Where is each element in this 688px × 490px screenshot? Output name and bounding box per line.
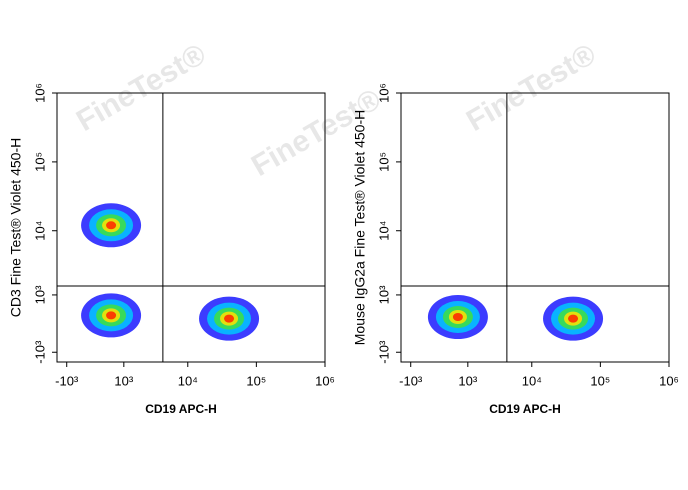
population — [81, 203, 142, 248]
y-axis-label: Mouse IgG2a Fine Test® Violet 450-H — [352, 110, 368, 345]
x-tick-label: -10³ — [399, 373, 423, 388]
x-tick-label: 10⁶ — [315, 373, 335, 388]
x-tick-label: 10⁴ — [522, 373, 542, 388]
y-tick-label: 10³ — [32, 285, 47, 304]
population — [199, 296, 260, 341]
density-level — [224, 314, 235, 323]
y-tick-label: -10³ — [32, 340, 47, 364]
x-tick-label: 10⁵ — [590, 373, 610, 388]
x-tick-label: 10⁵ — [246, 373, 266, 388]
x-tick-label: 10³ — [114, 373, 133, 388]
y-tick-label: 10⁶ — [376, 83, 391, 103]
density-level — [568, 314, 579, 323]
y-tick-label: 10³ — [376, 285, 391, 304]
y-tick-label: 10⁴ — [376, 221, 391, 241]
plot-frame — [56, 92, 326, 363]
x-tick-label: 10⁶ — [659, 373, 679, 388]
y-tick-label: -10³ — [376, 340, 391, 364]
density-level — [452, 312, 463, 321]
x-axis-label: CD19 APC-H — [145, 402, 217, 416]
population — [427, 294, 488, 339]
density-level — [106, 311, 117, 320]
x-tick-label: -10³ — [55, 373, 79, 388]
plot-frame — [400, 92, 670, 363]
y-axis-label: CD3 Fine Test® Violet 450-H — [8, 138, 24, 317]
y-tick-label: 10⁶ — [32, 83, 47, 103]
density-level — [106, 221, 117, 230]
y-tick-label: 10⁵ — [376, 152, 391, 172]
y-tick-label: 10⁵ — [32, 152, 47, 172]
x-tick-label: 10³ — [458, 373, 477, 388]
watermark: FineTest® — [461, 38, 602, 138]
population — [81, 293, 142, 338]
population — [543, 296, 604, 341]
x-axis-label: CD19 APC-H — [489, 402, 561, 416]
watermark: FineTest® — [71, 38, 212, 138]
y-tick-label: 10⁴ — [32, 221, 47, 241]
x-tick-label: 10⁴ — [178, 373, 198, 388]
